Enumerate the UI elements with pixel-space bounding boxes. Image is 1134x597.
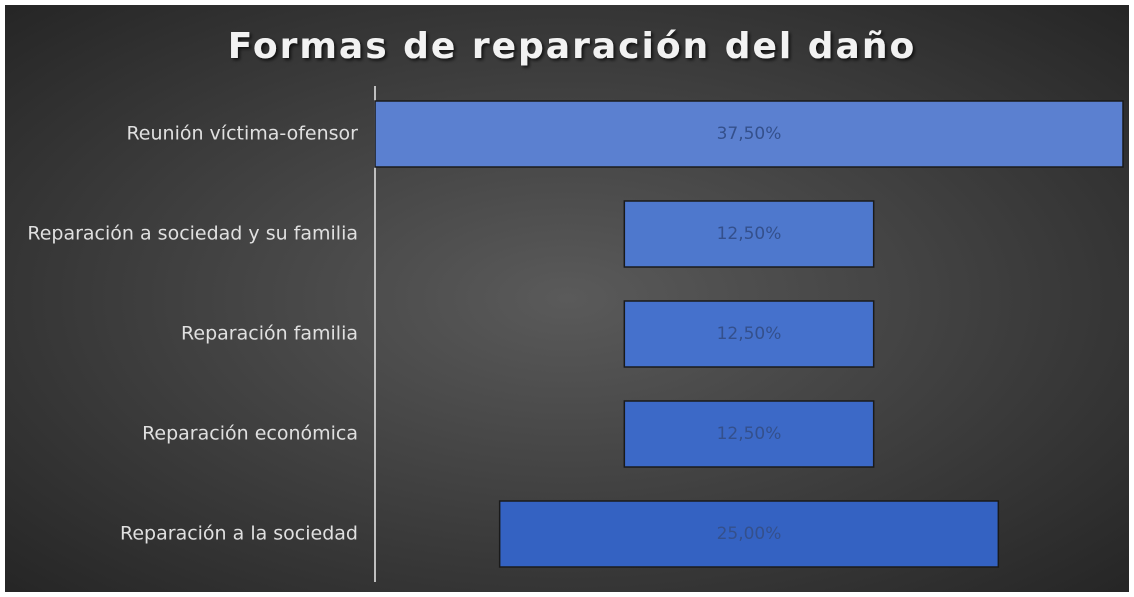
value-label: 37,50% bbox=[717, 124, 782, 144]
value-label: 12,50% bbox=[717, 324, 782, 344]
category-label: Reparación familia bbox=[181, 323, 358, 345]
category-label: Reparación a la sociedad bbox=[120, 523, 358, 545]
category-label: Reparación económica bbox=[142, 423, 358, 445]
bar bbox=[623, 300, 875, 368]
chart-title: Formas de reparación del daño bbox=[228, 26, 916, 67]
bar bbox=[623, 400, 875, 468]
value-label: 12,50% bbox=[717, 424, 782, 444]
bar bbox=[623, 200, 875, 268]
value-label: 25,00% bbox=[717, 524, 782, 544]
category-label: Reparación a sociedad y su familia bbox=[27, 223, 358, 245]
bar bbox=[374, 100, 1124, 168]
value-label: 12,50% bbox=[717, 224, 782, 244]
bar bbox=[498, 500, 1000, 568]
category-label: Reunión víctima-ofensor bbox=[126, 123, 358, 145]
